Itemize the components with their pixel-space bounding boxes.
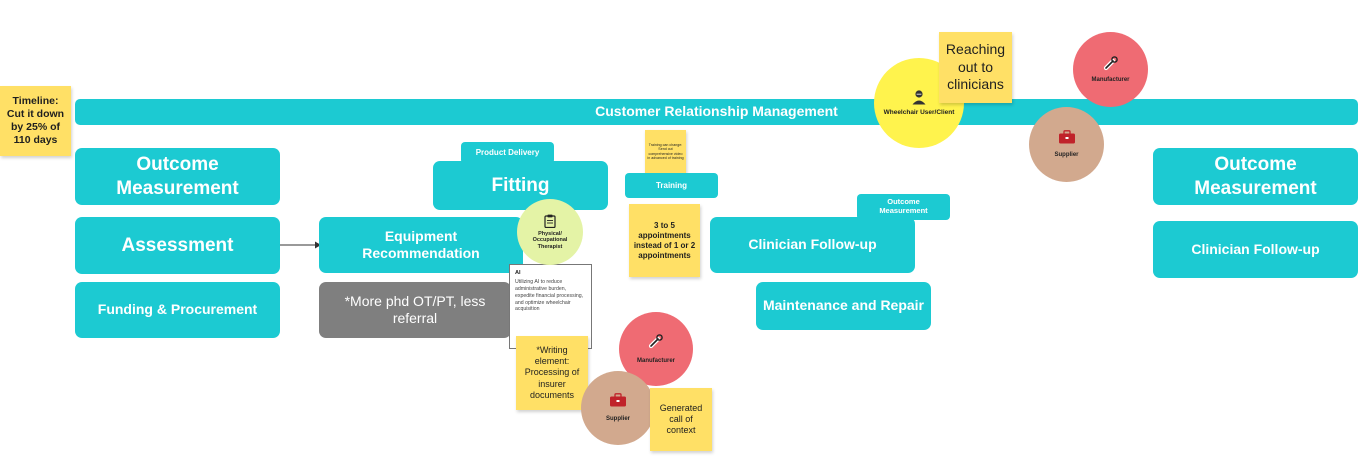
crm-bar[interactable]: Customer Relationship Management [75,99,1358,125]
writing-element-sticky[interactable]: *Writing element: Processing of insurer … [516,336,588,410]
ai-note-body: Utilizing AI to reduce administrative bu… [515,279,584,313]
maintenance-repair-box[interactable]: Maintenance and Repair [756,282,931,330]
toolbox-icon [609,393,627,407]
supplier-circle-upper[interactable]: Supplier [1029,107,1104,182]
training-label: Training [655,180,688,190]
fitting-box[interactable]: Fitting [433,161,608,210]
clipboard-icon [544,214,556,229]
wrench-icon [1103,55,1119,71]
more-phd-label: *More phd OT/PT, less referral [344,292,486,326]
manufacturer-upper-label: Manufacturer [1091,77,1130,84]
crm-bar-label: Customer Relationship Management [595,103,838,120]
fitting-label: Fitting [491,174,550,196]
supplier-circle-lower[interactable]: Supplier [581,371,655,445]
supplier-lower-label: Supplier [605,416,630,423]
training-note-text: Training can change: Send out comprehens… [647,142,684,160]
ai-note-card[interactable]: AI Utilizing AI to reduce administrative… [509,264,592,349]
timeline-text: Timeline: Cut it down by 25% of 110 days [6,94,65,147]
clinician-followup-middle[interactable]: Clinician Follow-up [710,217,915,273]
clinician-followup-right-label: Clinician Follow-up [1191,240,1320,257]
product-delivery-label: Product Delivery [475,148,540,158]
ai-note-title: AI [515,270,521,276]
supplier-upper-label: Supplier [1054,152,1079,159]
outcome-measurement-right[interactable]: Outcome Measurement [1153,148,1358,205]
reaching-out-sticky[interactable]: Reaching out to clinicians [939,32,1012,103]
appointments-text: 3 to 5 appointments instead of 1 or 2 ap… [633,220,696,260]
clinician-followup-right[interactable]: Clinician Follow-up [1153,221,1358,278]
timeline-sticky[interactable]: Timeline: Cut it down by 25% of 110 days [0,86,71,156]
assessment-label: Assessment [121,234,234,256]
assessment-box[interactable]: Assessment [75,217,280,274]
toolbox-icon [1058,130,1076,144]
person-icon [911,89,927,105]
therapist-circle[interactable]: Physical/ Occupational Therapist [517,199,583,265]
manufacturer-lower-label: Manufacturer [636,358,675,365]
equipment-recommendation-label: Equipment Recommendation [362,227,480,261]
funding-procurement-label: Funding & Procurement [97,301,258,318]
training-note-sticky[interactable]: Training can change: Send out comprehens… [645,130,686,173]
generated-call-text: Generated call of context [659,402,703,436]
outcome-measurement-tag[interactable]: Outcome Measurement [857,194,950,220]
clinician-followup-middle-label: Clinician Follow-up [748,236,877,253]
outcome-measurement-left-label: Outcome Measurement [116,154,239,199]
appointments-sticky[interactable]: 3 to 5 appointments instead of 1 or 2 ap… [629,204,700,277]
product-delivery-tag[interactable]: Product Delivery [461,142,554,164]
therapist-label: Physical/ Occupational Therapist [532,231,568,250]
wheelchair-user-label: Wheelchair User/Client [883,109,955,117]
generated-call-sticky[interactable]: Generated call of context [650,388,712,451]
equipment-recommendation-box[interactable]: Equipment Recommendation [319,217,523,273]
assessment-to-equipment-arrow [280,241,321,249]
outcome-measurement-right-label: Outcome Measurement [1194,154,1317,199]
outcome-measurement-tag-label: Outcome Measurement [879,197,928,215]
more-phd-box[interactable]: *More phd OT/PT, less referral [319,282,511,338]
funding-procurement-box[interactable]: Funding & Procurement [75,282,280,338]
training-tag[interactable]: Training [625,173,718,198]
wrench-icon [648,333,664,349]
maintenance-repair-label: Maintenance and Repair [762,297,925,314]
outcome-measurement-left[interactable]: Outcome Measurement [75,148,280,205]
reaching-out-text: Reaching out to clinicians [945,41,1006,93]
manufacturer-circle-upper[interactable]: Manufacturer [1073,32,1148,107]
writing-element-text: *Writing element: Processing of insurer … [524,344,580,400]
